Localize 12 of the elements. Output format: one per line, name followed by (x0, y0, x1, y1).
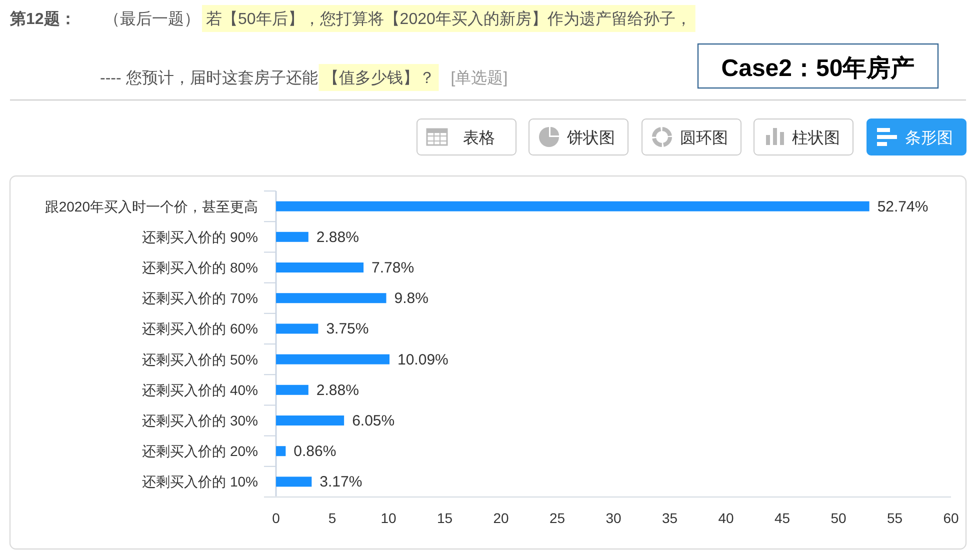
title: 第12题： (10, 11, 76, 28)
annotation: 若【50年后】，您打算将【2020年买入的新房】作为遗产留给孙子， (206, 11, 692, 28)
annotation: 表格 (463, 130, 495, 147)
annotation: 柱状图 (792, 130, 840, 147)
annotation: [单选题] (450, 70, 508, 87)
annotation: 圆环图 (680, 130, 728, 147)
annotation: 【值多少钱】？ (322, 70, 435, 87)
annotation: 饼状图 (567, 130, 615, 147)
annotation: 条形图 (905, 130, 953, 147)
annotation: ---- 您预计，届时这套房子还能 (100, 70, 318, 87)
annotation: Case2：50年房产 (721, 55, 915, 82)
subtitle: （最后一题） (104, 11, 200, 28)
